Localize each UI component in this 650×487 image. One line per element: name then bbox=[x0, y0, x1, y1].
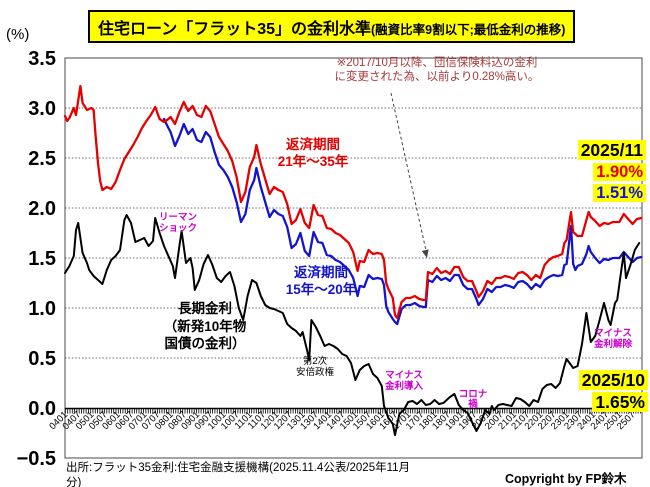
callout-2025-11-rate-21-35: 1.90% bbox=[593, 163, 646, 181]
source-line-1: 出所:フラット35金利:住宅金融支援機構(2025.11.4公表/2025年11… bbox=[66, 462, 411, 474]
chart-title: 住宅ローン「フラット35」の金利水準(融資比率9割以下;最低金利の推移) bbox=[88, 10, 576, 43]
y-axis-unit-label: (%) bbox=[6, 26, 30, 43]
callout-2025-10: 2025/10 1.65% bbox=[578, 370, 648, 414]
callout-2025-10-rate: 1.65% bbox=[592, 392, 648, 412]
svg-text:0.5: 0.5 bbox=[28, 348, 56, 370]
chart-title-sub: (融資比率9割以下;最低金利の推移) bbox=[371, 23, 566, 37]
note-line-2: に変更された為、以前より0.28%高い。 bbox=[334, 71, 540, 83]
svg-text:1.5: 1.5 bbox=[28, 248, 56, 270]
chart-title-main: 住宅ローン「フラット35」の金利水準 bbox=[98, 21, 371, 38]
note-2017-10-change: ※2017/10月以降、団信保険料込の金利 に変更された為、以前より0.28%高… bbox=[335, 56, 540, 84]
svg-text:2.5: 2.5 bbox=[28, 148, 56, 170]
note-line-1: ※2017/10月以降、団信保険料込の金利 bbox=[336, 57, 538, 69]
svg-text:1.0: 1.0 bbox=[28, 298, 56, 320]
svg-text:0.0: 0.0 bbox=[28, 398, 56, 420]
svg-text:3.0: 3.0 bbox=[28, 98, 56, 120]
callout-2025-11: 2025/11 1.90% 1.51% bbox=[577, 140, 646, 204]
svg-text:2.0: 2.0 bbox=[28, 198, 56, 220]
svg-text:−0.5: −0.5 bbox=[17, 448, 56, 470]
callout-2025-11-date: 2025/11 bbox=[577, 140, 646, 160]
callout-2025-11-rate-15-20: 1.51% bbox=[593, 184, 646, 202]
copyright: Copyright by FP鈴木 bbox=[505, 472, 627, 486]
source-note: 出所:フラット35金利:住宅金融支援機構(2025.11.4公表/2025年11… bbox=[66, 461, 410, 487]
callout-2025-10-date: 2025/10 bbox=[578, 370, 648, 390]
source-line-2: 分) bbox=[66, 477, 82, 487]
svg-text:3.5: 3.5 bbox=[28, 48, 56, 70]
